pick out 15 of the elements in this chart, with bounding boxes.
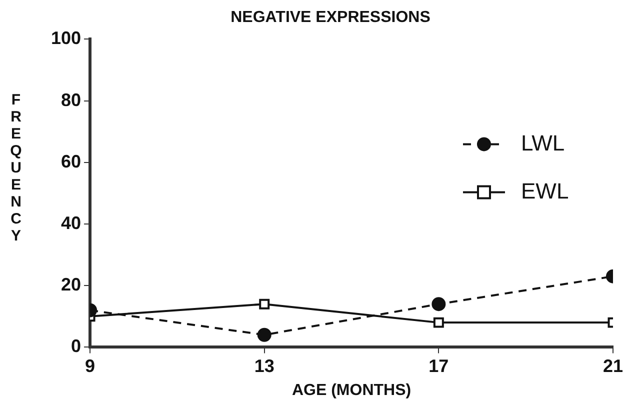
x-tick-label: 13 — [254, 356, 274, 376]
text: FREQUENCY — [10, 91, 22, 244]
legend-label: EWL — [521, 178, 569, 204]
y-tick-label: 40 — [61, 212, 82, 233]
chart-title: NEGATIVE EXPRESSIONS — [230, 9, 431, 26]
x-tick-label: 9 — [85, 356, 96, 376]
x-tick-label: 17 — [428, 356, 449, 376]
y-tick-label: 0 — [71, 336, 82, 356]
y-tick-label: 80 — [61, 90, 82, 110]
y-tick-label: 100 — [50, 28, 82, 48]
y-tick-label: 60 — [61, 151, 82, 172]
x-axis-title: AGE (MONTHS) — [292, 382, 412, 399]
x-tick-label: 21 — [602, 356, 624, 376]
y-tick-label: 20 — [61, 274, 82, 295]
legend-label: LWL — [521, 130, 565, 156]
